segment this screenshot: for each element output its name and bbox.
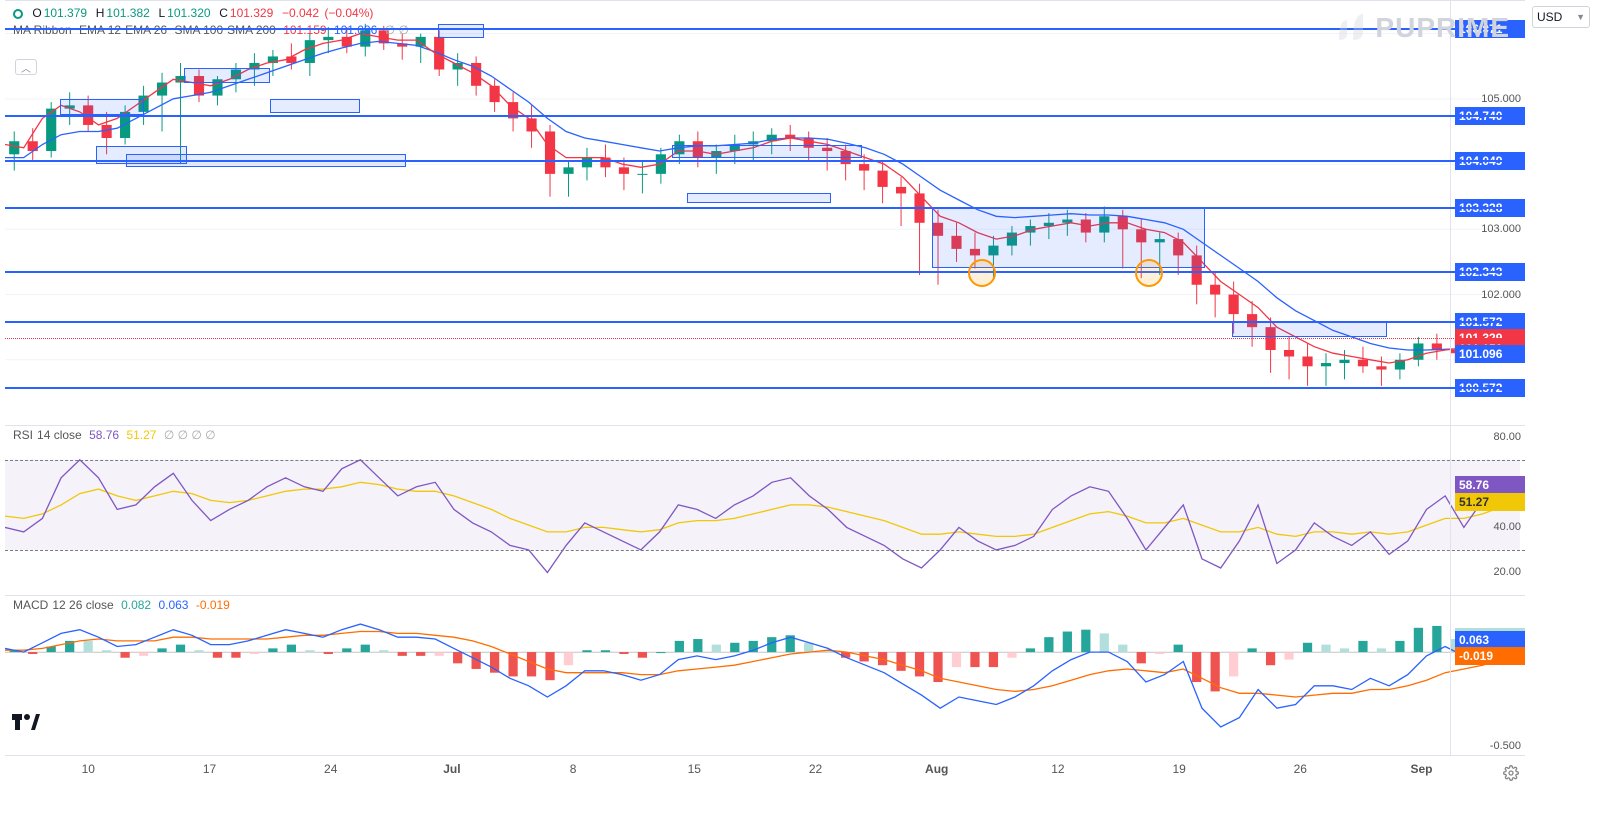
collapse-indicator-button[interactable]: ︿ <box>15 59 37 75</box>
rsi-pane[interactable]: RSI14 close 58.76 51.27 ∅ ∅ ∅ ∅ 20.0040.… <box>5 425 1525 595</box>
time-axis[interactable]: 10 17 24 Jul 8 15 22 Aug 12 19 26 Sep <box>5 755 1525 785</box>
brand-watermark: PUPRIME <box>1333 10 1510 46</box>
price-pane[interactable]: O101.379 H101.382 L101.320 C101.329 −0.0… <box>5 0 1525 425</box>
chart-root: O101.379 H101.382 L101.320 C101.329 −0.0… <box>0 0 1600 825</box>
xaxis-tick: 17 <box>203 762 216 776</box>
ma-ribbon-label: MA Ribbon EMA 12EMA 26 SMA 100SMA 200 10… <box>13 23 413 37</box>
tradingview-logo-icon[interactable] <box>12 714 40 735</box>
chevron-down-icon: ▼ <box>1576 12 1585 22</box>
xaxis-tick: 8 <box>570 762 577 776</box>
xaxis-tick: Jul <box>443 762 460 776</box>
macd-canvas <box>5 596 1520 755</box>
rsi-label: RSI14 close 58.76 51.27 ∅ ∅ ∅ ∅ <box>13 428 220 442</box>
macd-yaxis[interactable]: -0.5000.0820.063-0.019 <box>1450 596 1525 755</box>
ohlc-readout: O101.379 H101.382 L101.320 C101.329 −0.0… <box>13 6 375 20</box>
xaxis-tick: 22 <box>809 762 822 776</box>
xaxis-tick: 19 <box>1172 762 1185 776</box>
xaxis-tick: 10 <box>82 762 95 776</box>
rsi-canvas <box>5 426 1520 595</box>
price-canvas <box>5 1 1520 425</box>
xaxis-tick: Aug <box>925 762 948 776</box>
xaxis-tick: Sep <box>1411 762 1433 776</box>
currency-selector[interactable]: USD▼ <box>1532 6 1590 28</box>
xaxis-tick: 26 <box>1294 762 1307 776</box>
xaxis-tick: 15 <box>688 762 701 776</box>
xaxis-tick: 24 <box>324 762 337 776</box>
macd-label: MACD12 26 close 0.082 0.063 -0.019 <box>13 598 234 612</box>
macd-pane[interactable]: MACD12 26 close 0.082 0.063 -0.019 -0.50… <box>5 595 1525 755</box>
rsi-yaxis[interactable]: 20.0040.0080.0058.7651.27 <box>1450 426 1525 595</box>
price-yaxis[interactable]: 101.000102.000103.000104.000105.000106.0… <box>1450 1 1525 425</box>
chart-settings-icon[interactable] <box>1503 765 1519 781</box>
xaxis-tick: 12 <box>1051 762 1064 776</box>
